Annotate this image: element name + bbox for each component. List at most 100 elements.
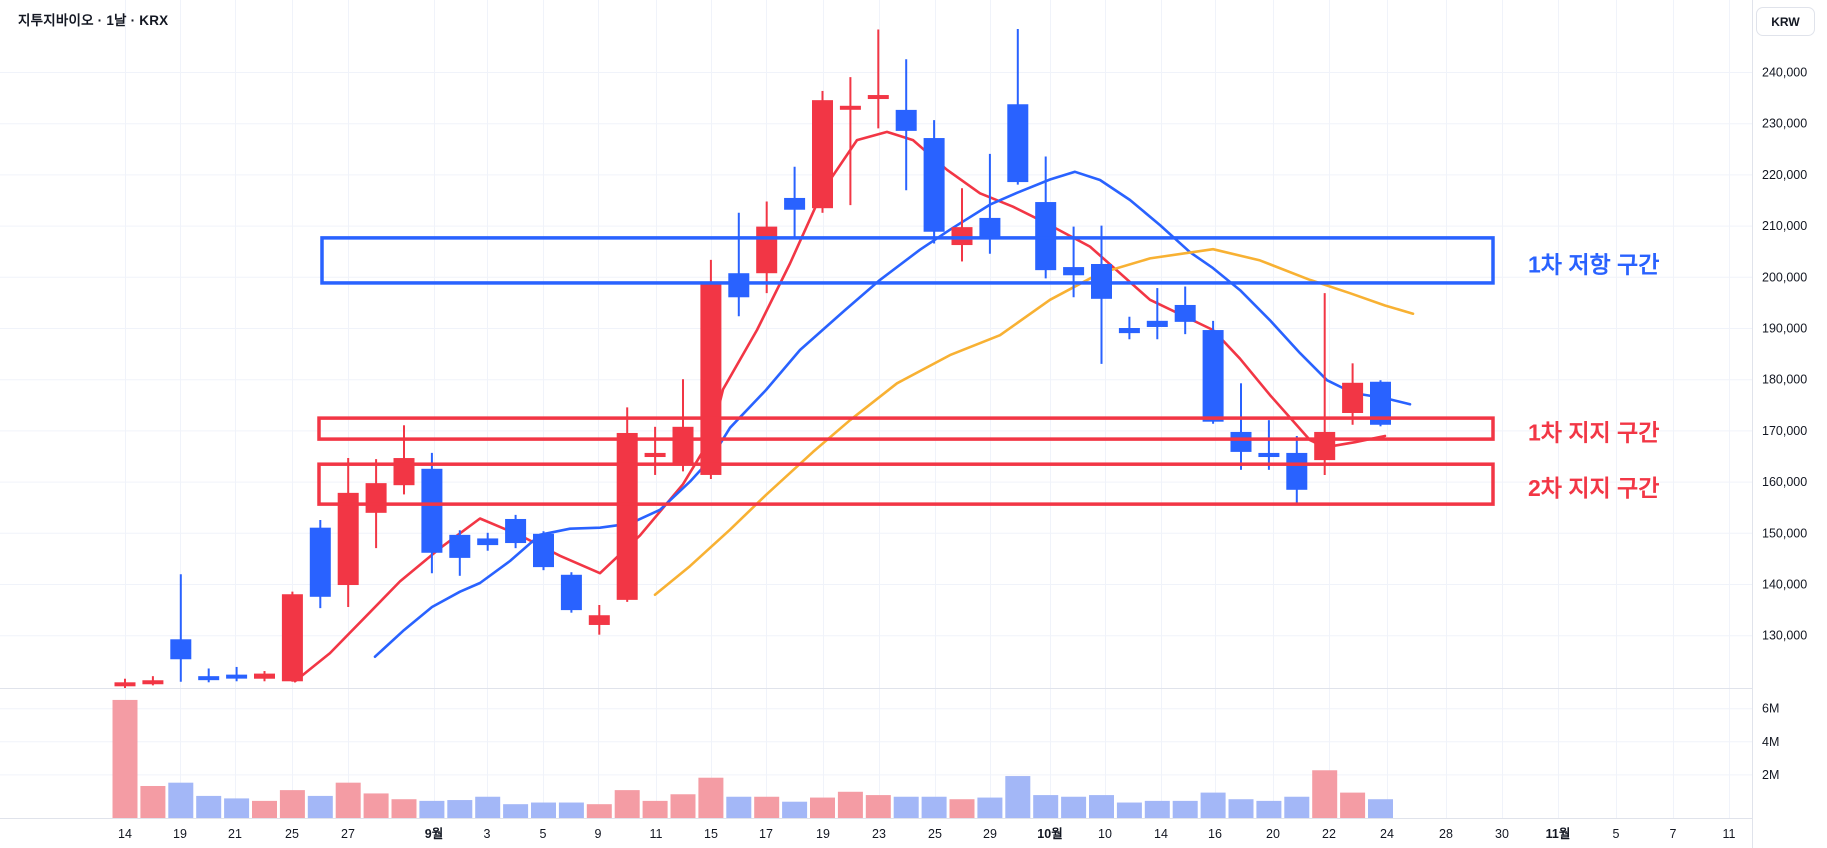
candlestick[interactable] (560, 574, 582, 611)
date-tick-label: 19 (173, 827, 187, 841)
volume-bar (865, 795, 891, 818)
candlestick[interactable] (644, 452, 666, 458)
volume-bar (1340, 792, 1366, 818)
candlestick[interactable] (979, 217, 1001, 239)
price-tick-label: 230,000 (1762, 117, 1807, 131)
volume-bar (614, 790, 640, 818)
candlestick[interactable] (588, 615, 610, 625)
candlestick[interactable] (309, 527, 331, 597)
candlestick[interactable] (700, 281, 722, 475)
candlestick[interactable] (1174, 304, 1196, 322)
candlestick[interactable] (1314, 431, 1336, 461)
candlestick[interactable] (198, 676, 220, 681)
candlestick[interactable] (533, 533, 554, 568)
candlestick[interactable] (1146, 320, 1168, 327)
candlestick[interactable] (1202, 330, 1224, 422)
volume-bar (754, 796, 780, 818)
candlestick[interactable] (1063, 267, 1085, 276)
support-zone-2-label[interactable]: 2차 지지 구간 (1528, 475, 1659, 501)
candlestick[interactable] (226, 674, 248, 679)
candlestick[interactable] (114, 682, 136, 687)
volume-bar (893, 796, 919, 818)
candlestick[interactable] (895, 109, 917, 131)
support-zone-2[interactable] (317, 462, 1495, 506)
candlestick[interactable] (449, 534, 471, 558)
candlestick[interactable] (672, 426, 694, 465)
candlestick[interactable] (281, 594, 303, 682)
candlestick[interactable] (1370, 381, 1391, 425)
candlestick[interactable] (1118, 328, 1140, 334)
volume-bar (586, 804, 612, 818)
volume-bar (224, 798, 250, 818)
candlestick[interactable] (951, 227, 973, 246)
volume-tick-label: 6M (1762, 702, 1779, 716)
volume-bar (698, 777, 724, 818)
candlestick[interactable] (812, 100, 833, 209)
candlestick[interactable] (477, 538, 499, 546)
date-tick-label: 16 (1208, 827, 1222, 841)
price-tick-label: 130,000 (1762, 629, 1807, 643)
date-tick-label: 11 (650, 827, 663, 841)
resistance-zone-1[interactable] (320, 236, 1495, 285)
date-tick-label: 9월 (425, 826, 443, 841)
candlestick[interactable] (421, 468, 443, 553)
ma-fast-red[interactable] (293, 130, 1387, 683)
candlestick[interactable] (1342, 382, 1364, 413)
volume-bar (1312, 770, 1338, 818)
candlestick[interactable] (1258, 452, 1280, 458)
volume-bar (558, 802, 584, 818)
date-tick-label: 19 (816, 827, 830, 841)
support-zone-1-label[interactable]: 1차 지지 구간 (1528, 420, 1659, 446)
date-tick-label: 25 (928, 827, 942, 841)
candlestick[interactable] (1007, 104, 1029, 183)
candlestick[interactable] (756, 226, 778, 274)
candlestick[interactable] (923, 138, 945, 232)
volume-bar (1144, 800, 1170, 818)
volume-bar (307, 795, 333, 818)
candlestick[interactable] (1286, 452, 1308, 490)
date-tick-label: 17 (759, 827, 773, 841)
volume-bar (168, 782, 194, 818)
candlestick[interactable] (616, 432, 638, 600)
candlestick[interactable] (170, 639, 192, 660)
candlestick[interactable] (784, 197, 806, 210)
date-tick-label: 15 (704, 827, 718, 841)
candlestick[interactable] (728, 273, 750, 298)
candlestick[interactable] (337, 492, 359, 586)
candlestick[interactable] (1035, 202, 1057, 271)
price-tick-label: 180,000 (1762, 373, 1807, 387)
candlestick[interactable] (142, 680, 164, 685)
date-tick-label: 14 (118, 827, 132, 841)
candlestick[interactable] (365, 483, 387, 513)
date-tick-label: 14 (1154, 827, 1168, 841)
annotation-zones: 1차 저항 구간 1차 지지 구간 2차 지지 구간 (317, 236, 1659, 506)
volume-tick-label: 2M (1762, 768, 1779, 782)
volume-bar (977, 797, 1003, 818)
volume-bar (1228, 799, 1254, 818)
volume-bar (921, 796, 947, 818)
ma-slow-yellow[interactable] (653, 247, 1415, 597)
candlestick[interactable] (867, 95, 889, 100)
currency-toggle-button[interactable]: KRW (1756, 7, 1815, 36)
date-tick-label: 22 (1322, 827, 1336, 841)
resistance-zone-1-label[interactable]: 1차 저항 구간 (1528, 251, 1659, 277)
ma-mid-blue[interactable] (373, 170, 1412, 659)
candlestick[interactable] (505, 518, 527, 544)
volume-bar (475, 796, 501, 818)
volume-bar (726, 796, 752, 818)
volume-bar (837, 791, 863, 818)
candlestick[interactable] (839, 105, 861, 110)
symbol-title[interactable]: 지투지바이오 · 1날 · KRX (18, 13, 169, 28)
price-tick-label: 190,000 (1762, 322, 1807, 336)
candlestick[interactable] (393, 458, 415, 486)
support-zone-1[interactable] (317, 416, 1495, 441)
candlestick[interactable] (254, 673, 275, 679)
volume-bar (1089, 795, 1114, 818)
date-tick-label: 7 (1670, 827, 1677, 841)
time-axis-labels: 14 19 21 25 27 9월 3 5 9 11 15 17 19 23 25 29 10월 10 14 16 20… (118, 826, 1735, 841)
date-tick-label: 11월 (1546, 826, 1571, 841)
candlestick-series (114, 28, 1391, 689)
candlestick[interactable] (1230, 431, 1252, 452)
